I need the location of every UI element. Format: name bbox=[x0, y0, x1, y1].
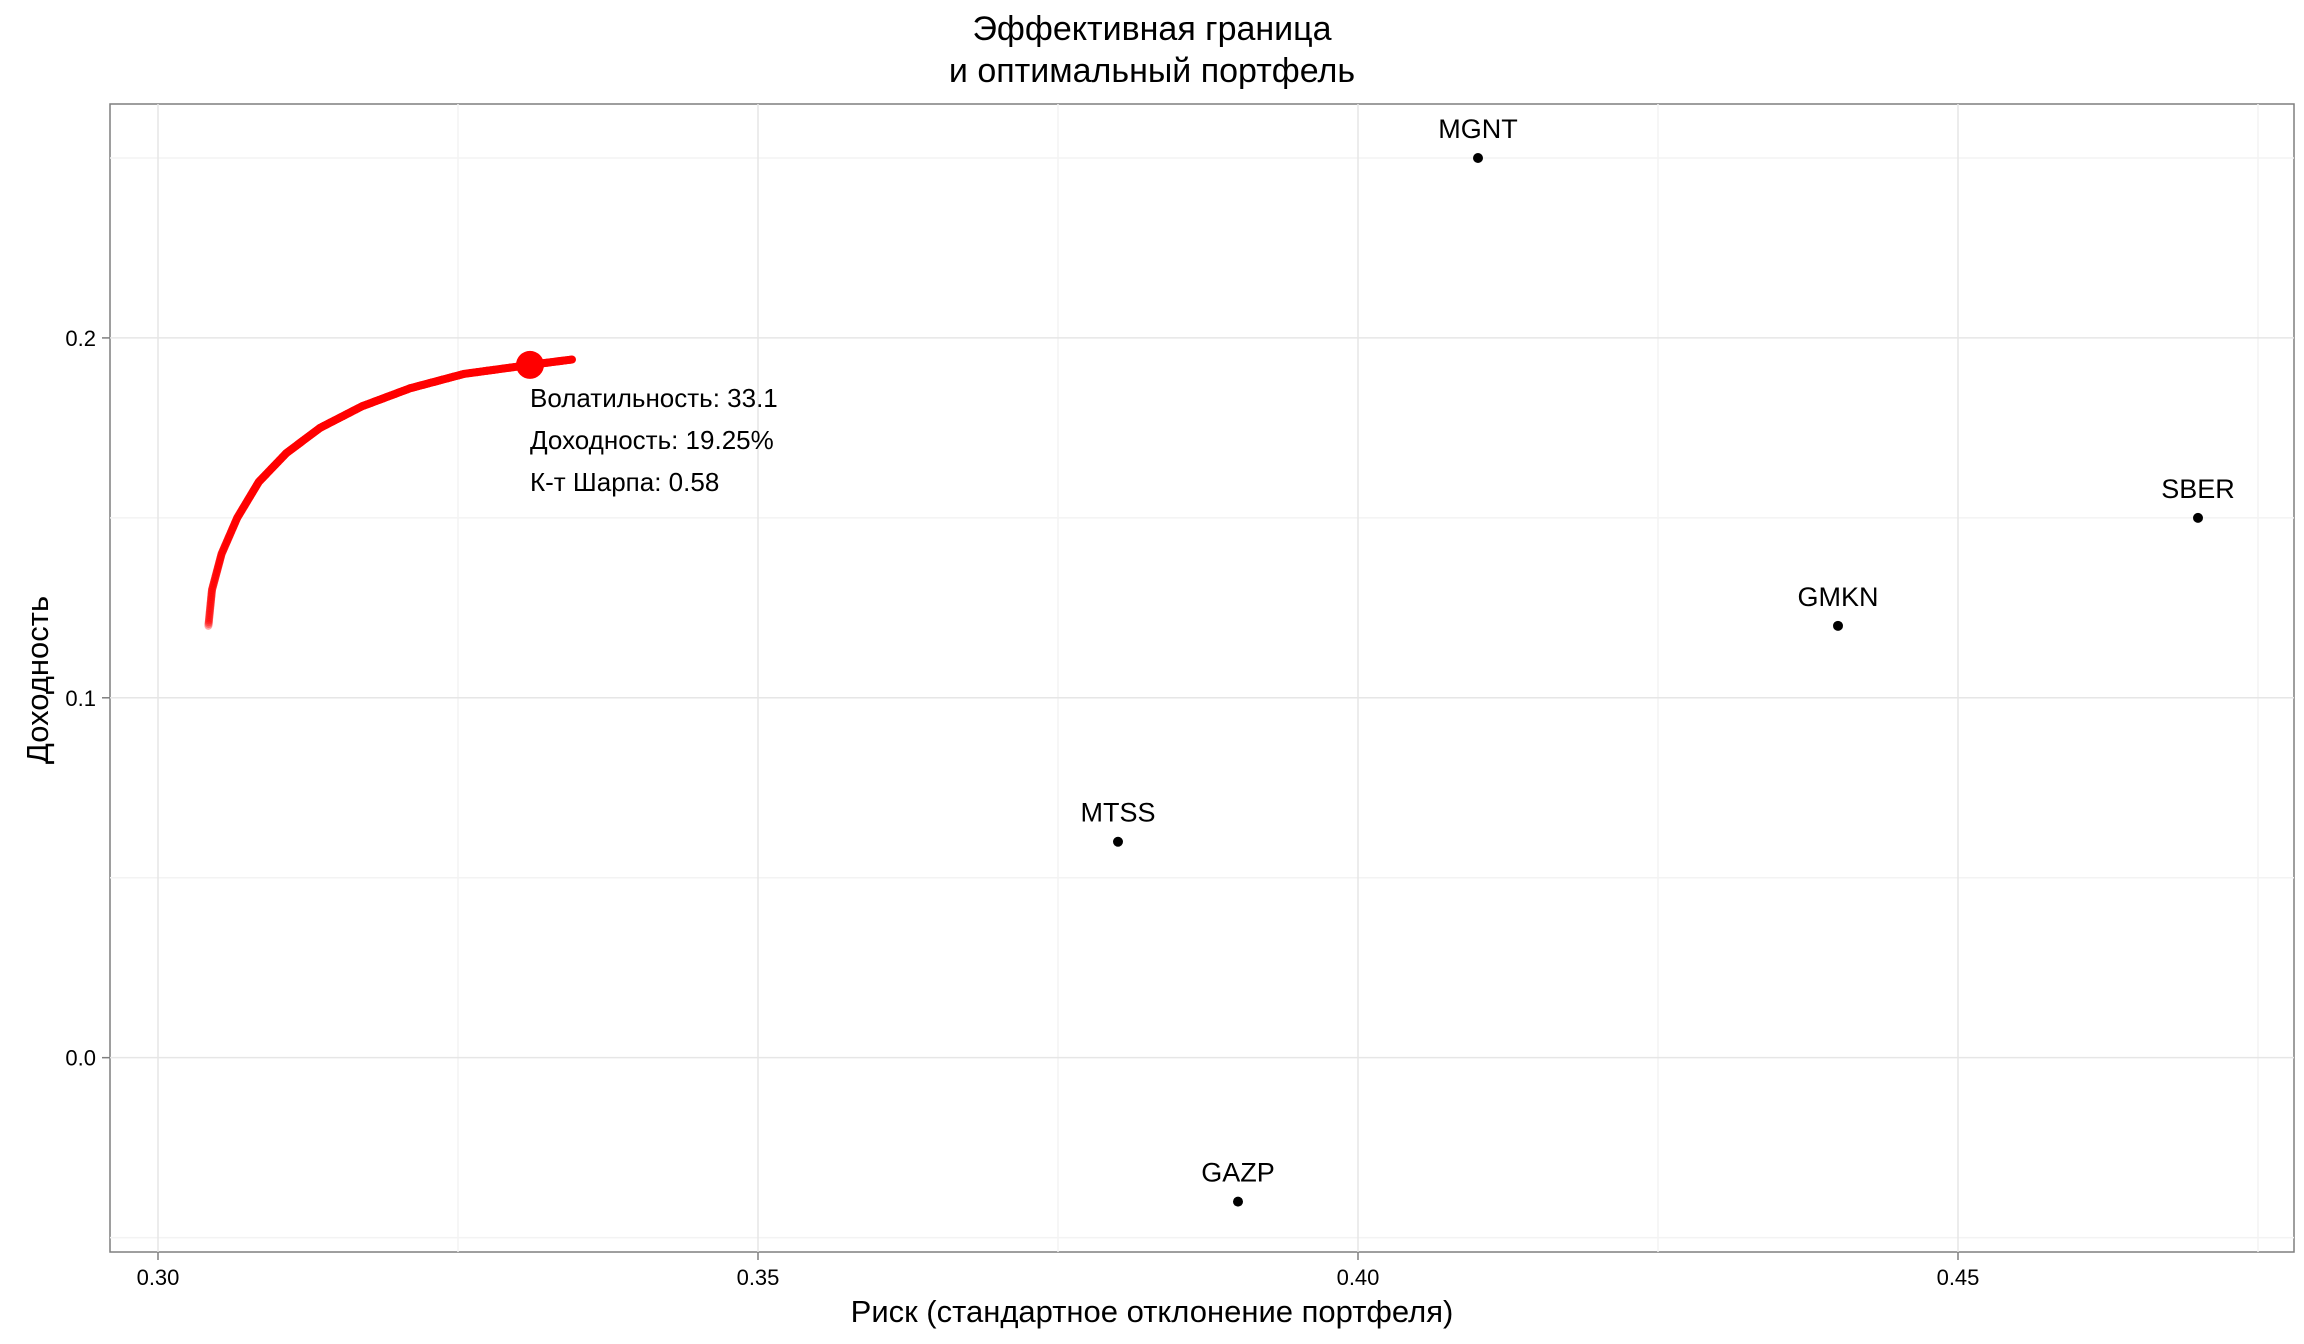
annotation-return: Доходность: 19.25% bbox=[530, 425, 774, 455]
annotation-sharpe: К-т Шарпа: 0.58 bbox=[530, 467, 720, 497]
asset-label-gazp: GAZP bbox=[1201, 1158, 1275, 1188]
y-axis-label: Доходность bbox=[20, 595, 55, 765]
plot-panel bbox=[109, 103, 2295, 1253]
y-tick-label: 0.0 bbox=[65, 1046, 96, 1071]
asset-points: MGNT SBER GMKN MTSS GAZP bbox=[1080, 114, 2235, 1207]
x-tick-label: 0.30 bbox=[137, 1265, 180, 1290]
chart-title-line-1: Эффективная граница bbox=[972, 10, 1332, 48]
major-gridlines bbox=[110, 104, 2294, 1252]
chart-title-line-2: и оптимальный портфель bbox=[948, 52, 1356, 90]
x-tick-label: 0.35 bbox=[737, 1265, 780, 1290]
x-tick-label: 0.45 bbox=[1937, 1265, 1980, 1290]
asset-label-mtss: MTSS bbox=[1080, 798, 1155, 828]
x-axis-label: Риск (стандартное отклонение портфеля) bbox=[850, 1294, 1454, 1329]
x-tick-label: 0.40 bbox=[1337, 1265, 1380, 1290]
asset-label-mgnt: MGNT bbox=[1438, 114, 1517, 144]
optimal-portfolio-point bbox=[516, 350, 544, 379]
annotation-volatility: Волатильность: 33.1 bbox=[530, 383, 778, 413]
asset-label-sber: SBER bbox=[2161, 474, 2235, 504]
asset-point-mgnt bbox=[1473, 152, 1483, 163]
efficient-frontier bbox=[204, 355, 576, 630]
asset-point-mtss bbox=[1113, 836, 1123, 847]
y-tick-label: 0.2 bbox=[65, 326, 96, 351]
asset-label-gmkn: GMKN bbox=[1798, 582, 1879, 612]
asset-point-gazp bbox=[1233, 1196, 1243, 1207]
axes: 0.30 0.35 0.40 0.45 0.0 0.1 0.2 bbox=[65, 326, 1979, 1290]
asset-point-sber bbox=[2193, 512, 2203, 523]
y-tick-label: 0.1 bbox=[65, 686, 96, 711]
optimal-portfolio bbox=[516, 350, 544, 379]
minor-gridlines bbox=[110, 104, 2294, 1252]
asset-point-gmkn bbox=[1833, 620, 1843, 631]
